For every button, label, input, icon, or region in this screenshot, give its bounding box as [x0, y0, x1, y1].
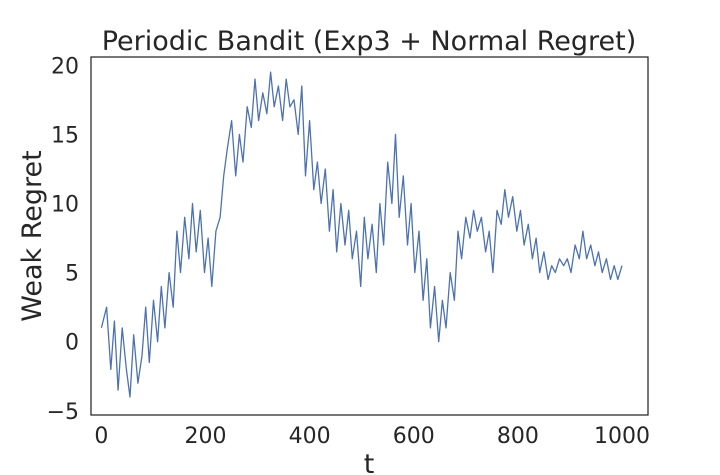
y-tick-label: 5 — [65, 262, 79, 287]
x-axis-label: t — [364, 449, 375, 475]
series-line — [100, 71, 623, 398]
x-tick-label: 400 — [289, 424, 331, 449]
y-tick-label: 0 — [65, 331, 79, 356]
x-tick-labels: 0 200 400 600 800 1000 — [94, 424, 650, 449]
x-tick-label: 600 — [393, 424, 435, 449]
plot-area — [100, 71, 623, 398]
x-tick-label: 0 — [94, 424, 108, 449]
x-tick-label: 1000 — [594, 424, 650, 449]
y-axis-label: Weak Regret — [17, 150, 48, 322]
plot-frame — [90, 56, 649, 416]
y-tick-label: 15 — [51, 123, 79, 148]
x-tick-label: 800 — [497, 424, 539, 449]
y-tick-label: −5 — [47, 400, 79, 425]
x-tick-label: 200 — [185, 424, 227, 449]
y-tick-labels: −5 0 5 10 15 20 — [47, 54, 79, 425]
y-tick-label: 10 — [51, 193, 79, 218]
y-tick-label: 20 — [51, 54, 79, 79]
chart-title: Periodic Bandit (Exp3 + Normal Regret) — [102, 26, 637, 57]
